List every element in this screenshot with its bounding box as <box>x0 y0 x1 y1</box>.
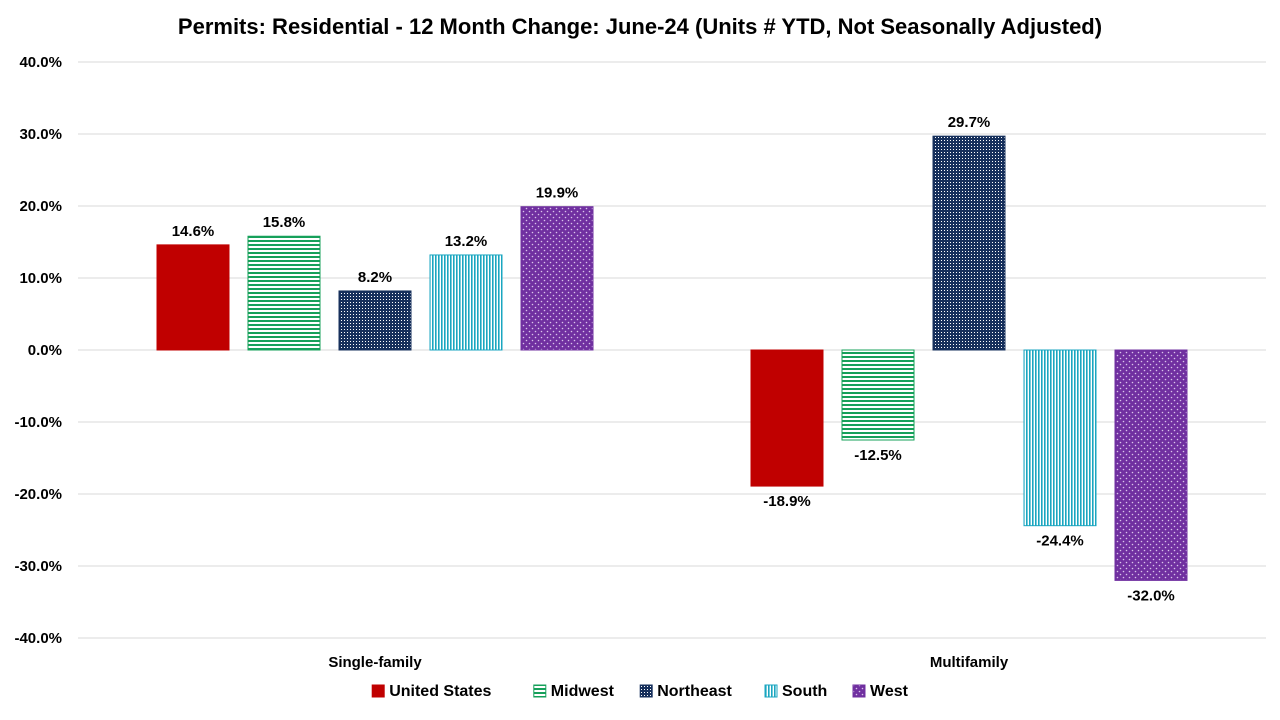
y-tick-label: 20.0% <box>19 198 62 215</box>
legend-label: Northeast <box>657 683 732 700</box>
legend-swatch <box>371 684 385 698</box>
bar-united-states-single-family <box>156 244 230 351</box>
y-tick-label: -20.0% <box>14 486 62 503</box>
y-tick-label: -10.0% <box>14 414 62 431</box>
data-label: -18.9% <box>763 493 811 510</box>
data-label: -32.0% <box>1127 587 1175 604</box>
data-label: 29.7% <box>948 114 991 131</box>
bar-south-multifamily <box>1023 349 1097 527</box>
legend-swatch <box>639 684 653 698</box>
y-tick-label: 30.0% <box>19 126 62 143</box>
x-category-label: Single-family <box>328 654 422 671</box>
x-category-label: Multifamily <box>930 654 1009 671</box>
bar-northeast-single-family <box>338 290 412 351</box>
bar-west-single-family <box>520 206 594 351</box>
data-label: 15.8% <box>263 214 306 231</box>
data-label: -24.4% <box>1036 533 1084 550</box>
data-label: 13.2% <box>445 233 488 250</box>
data-label: 19.9% <box>536 185 579 202</box>
legend-swatch <box>533 684 547 698</box>
bar-midwest-single-family <box>247 235 321 351</box>
legend-label: West <box>870 683 909 700</box>
x-axis: Single-family Multifamily <box>328 654 1009 671</box>
data-labels: 14.6% 15.8% 8.2% 13.2% 19.9% -18.9% -12.5% 29.7… <box>172 114 1175 604</box>
bar-west-multifamily <box>1114 349 1188 581</box>
bar-south-single-family <box>429 254 503 351</box>
bar-united-states-multifamily <box>750 349 824 487</box>
bar-northeast-multifamily <box>932 135 1006 351</box>
y-tick-label: -30.0% <box>14 558 62 575</box>
y-axis: 40.0% 30.0% 20.0% 10.0% 0.0% -10.0% -20.0% -30.… <box>14 54 62 647</box>
chart-title: Permits: Residential - 12 Month Change: … <box>178 14 1102 39</box>
data-label: 8.2% <box>358 269 392 286</box>
data-label: -12.5% <box>854 447 902 464</box>
y-tick-label: 0.0% <box>28 342 62 359</box>
legend-label: South <box>782 683 827 700</box>
data-label: 14.6% <box>172 223 215 240</box>
legend-swatch <box>852 684 866 698</box>
legend: United States Midwest Northeast South West <box>371 683 909 700</box>
bar-midwest-multifamily <box>841 349 915 441</box>
legend-swatch <box>764 684 778 698</box>
legend-label: Midwest <box>551 683 615 700</box>
y-tick-label: 40.0% <box>19 54 62 71</box>
bars <box>156 135 1188 581</box>
y-tick-label: -40.0% <box>14 630 62 647</box>
y-tick-label: 10.0% <box>19 270 62 287</box>
legend-label: United States <box>389 683 491 700</box>
